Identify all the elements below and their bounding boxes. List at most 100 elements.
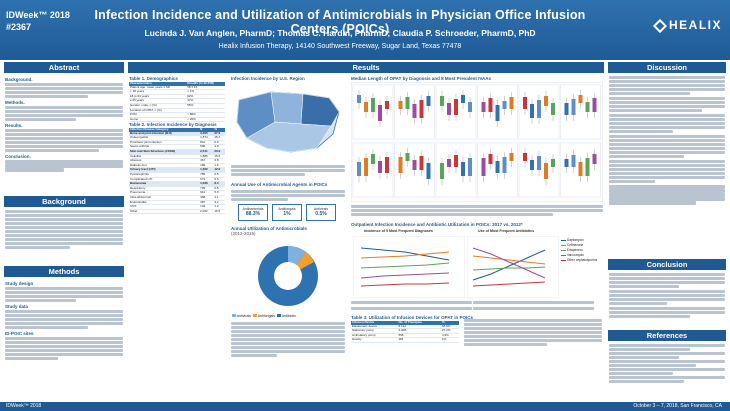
abstract-sub-conclusion: Conclusion. [5, 154, 31, 160]
table-cell: > 80% [186, 113, 225, 118]
legend-vancomycin: Vancomycin [566, 253, 585, 257]
line-notes [351, 300, 603, 312]
table-cell: 1,462 [199, 168, 214, 173]
boxplot-box [447, 159, 451, 167]
table-cell: Gravity [351, 338, 398, 343]
table-cell: 15.5 [213, 154, 225, 160]
table-cell: 20.9 [213, 149, 225, 155]
boxplot-box [357, 95, 361, 103]
boxplot-box [530, 104, 534, 118]
boxplot-box [461, 162, 465, 176]
section-abstract: Abstract [4, 62, 124, 73]
boxplot-box [481, 102, 486, 112]
abstract-sub-methods: Methods. [5, 100, 25, 106]
median-opat-boxplot [351, 82, 603, 202]
legend-antifungals: Antifungals [257, 314, 276, 318]
table-cell: Abscess [129, 159, 200, 164]
table-cell: 841 [199, 140, 214, 146]
table-cell: 1,885 [199, 154, 214, 160]
table-cell: Bacteremia [129, 181, 200, 187]
table-cell: 467 [199, 159, 214, 164]
stat-antivirals: Antivirals 0.5% [306, 204, 336, 221]
table-cell [186, 108, 225, 114]
footer-left: IDWeek™ 2018 [6, 403, 42, 409]
boxplot-box [509, 97, 514, 109]
table-cell: Complicated UTI [129, 177, 200, 183]
table-cell: 8,134 [397, 324, 442, 330]
table-row: Ambulatory pump 598 4.9% [351, 333, 459, 339]
table-cell: 1,026 [199, 181, 214, 187]
boxplot-box [578, 95, 583, 103]
boxplot-box [426, 96, 431, 106]
table-cell: 1,874 [199, 136, 214, 141]
table-cell: < 20% [186, 117, 225, 123]
boxplot-box [461, 95, 465, 103]
table-row: Home < 20% [129, 117, 225, 123]
boxplot-box [419, 156, 424, 170]
table-row: Cellulitis 1,885 15.5 [129, 154, 225, 160]
healix-logo: HEALIX [652, 18, 722, 33]
table-cell: Home [129, 117, 187, 123]
boxplot-box [412, 104, 417, 118]
legend-item: Daptomycin [561, 238, 603, 243]
footer-right: October 3 – 7, 2018, San Francisco, CA [633, 403, 722, 409]
table-row: Stationary pump 3,308 27.2% [351, 329, 459, 334]
diagnoses-line-chart [353, 236, 465, 298]
boxplot-box [509, 153, 514, 161]
table-cell: 58 ± 16 [186, 85, 225, 91]
table-row: Endocarditis 387 3.2 [129, 200, 225, 206]
boxplot-box [371, 154, 375, 164]
table-cell: POIC [129, 113, 187, 118]
boxplot-box [468, 102, 472, 112]
table-row: Location of OPAT, n (%) [129, 108, 225, 114]
table-cell: < 1% [186, 90, 225, 95]
stat-antivirals-value: 0.5% [315, 211, 327, 217]
boxplot-box [454, 155, 458, 167]
section-discussion: Discussion [608, 62, 726, 73]
table-cell: 673 [199, 177, 214, 183]
table-row: Urinary tract (UTI) 1,462 12.0 [129, 168, 225, 173]
table-cell: 12.0 [213, 168, 225, 173]
boxplot-box [454, 99, 458, 115]
poster-affiliation: Healix Infusion Therapy, 14140 Southwest… [218, 43, 462, 50]
boxplot-box [440, 96, 444, 106]
boxplot-box [523, 153, 527, 161]
table-cell: 37% [186, 99, 225, 104]
references-text [609, 343, 725, 399]
table-cell: Respiratory [129, 186, 200, 192]
boxplot-box [364, 158, 368, 176]
table-cell: Ambulatory pump [351, 333, 398, 339]
boxplot-box [544, 96, 548, 106]
table-cell: Patient age, mean years ± SD [129, 85, 187, 91]
table-cell: Diabetic foot [129, 163, 200, 169]
table-cell: Septic arthritis [129, 145, 200, 150]
table-cell: Cellulitis [129, 154, 200, 160]
table-cell: Gender, male, n (%) [129, 103, 187, 109]
boxplot-box [502, 101, 507, 109]
table-cell: 16.5 [213, 209, 225, 215]
abstract-sub-results: Results. [5, 123, 23, 129]
table-header: N [199, 127, 214, 132]
table-row: Bone and joint infection (BJI) 3,305 27.2 [129, 131, 225, 137]
table-cell: Bone and joint infection (BJI) [129, 131, 200, 137]
table-row: Gravity 118 1% [351, 338, 459, 343]
table-row: Septic arthritis 590 4.9 [129, 145, 225, 150]
legend-daptomycin: Daptomycin [566, 238, 584, 242]
legend-item: Ceftriaxone [561, 243, 603, 248]
table-cell: 62% [186, 94, 225, 100]
table-header: % [441, 320, 459, 325]
boxplot-box [385, 101, 389, 109]
logo-text: HEALIX [668, 18, 722, 32]
table-cell: 118 [397, 338, 442, 343]
boxplot-box [357, 162, 361, 176]
table-cell: 4.1 [213, 195, 225, 201]
legend-other-ceph: Other cephalosporins [566, 258, 598, 262]
table-cell: 189 [199, 163, 214, 169]
table-cell: 590 [199, 145, 214, 150]
table-cell: Intra-abdominal [129, 195, 200, 201]
boxplot-box [378, 161, 382, 173]
table-cell: Stationary pump [351, 329, 398, 334]
table-row: Intra-abdominal 498 4.1 [129, 195, 225, 201]
line-left-title: Incidence of 5 Most Frequent Diagnoses [364, 229, 433, 233]
legend-antivirals: Antivirals [236, 314, 251, 318]
